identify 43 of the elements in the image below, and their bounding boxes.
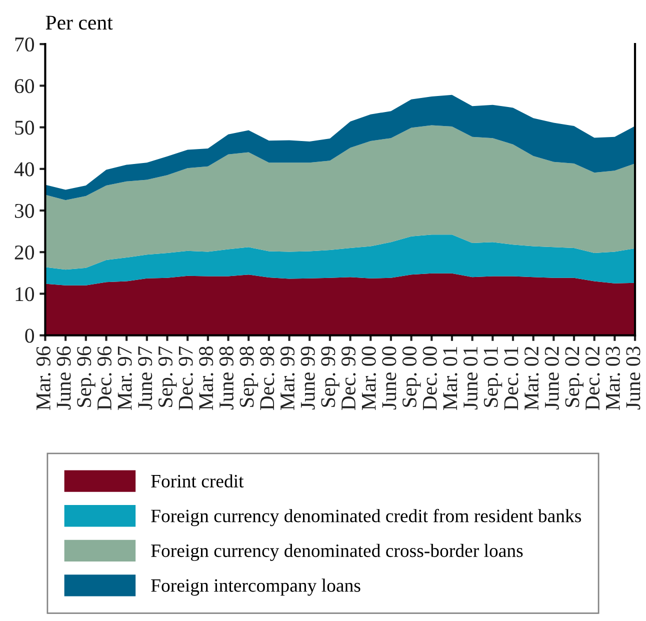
- legend-label: Foreign currency denominated cross-border loans: [151, 544, 523, 561]
- x-tick-label: Dec. 97: [178, 346, 193, 410]
- x-tick-label: Sep. 01: [484, 347, 502, 407]
- x-tick-label: Sep. 98: [240, 346, 258, 407]
- y-tick-label: 70: [15, 37, 34, 52]
- y-tick-label: 40: [14, 162, 34, 176]
- x-tick-label: June 02: [544, 346, 559, 410]
- x-tick-label: June 96: [56, 346, 71, 410]
- x-tick-label: Dec. 02: [586, 346, 600, 410]
- x-tick-label: June 97: [138, 346, 152, 410]
- x-tick-label: June 00: [382, 346, 396, 410]
- x-tick-label: Dec. 01: [504, 347, 518, 410]
- x-tick-label: Sep. 96: [77, 346, 96, 407]
- legend-label: Foreign currency denominated credit from resident banks: [151, 508, 581, 526]
- x-tick-label: Sep. 97: [158, 346, 177, 407]
- x-tick-label: Sep. 00: [402, 346, 421, 407]
- x-tick-label: Sep. 99: [321, 346, 340, 407]
- x-tick-label: Mar. 99: [280, 346, 295, 410]
- x-tick-label: June 99: [300, 346, 315, 410]
- x-tick-label: June 98: [219, 346, 234, 410]
- x-tick-label: Mar. 00: [362, 346, 376, 410]
- x-tick-label: Mar. 03: [606, 346, 620, 410]
- x-tick-label: Sep. 02: [565, 346, 584, 407]
- legend-label: Foreign intercompany loans: [151, 578, 360, 596]
- x-tick-label: Mar. 01: [443, 347, 458, 410]
- legend-label: Forint credit: [151, 474, 244, 488]
- y-axis-title: Per cent: [46, 16, 113, 30]
- y-tick-label: 0: [25, 328, 34, 343]
- x-tick-label: June 03: [626, 346, 640, 410]
- x-tick-label: Mar. 97: [118, 346, 132, 410]
- x-tick-label: Dec. 99: [342, 346, 356, 410]
- x-tick-label: Dec. 98: [260, 346, 274, 410]
- y-tick-label: 20: [14, 246, 34, 260]
- y-tick-label: 10: [16, 287, 34, 302]
- x-tick-label: Dec. 00: [422, 346, 437, 410]
- x-tick-label: Dec. 96: [97, 346, 112, 410]
- x-tick-label: Mar. 02: [524, 346, 539, 410]
- x-tick-label: Mar. 96: [36, 346, 51, 410]
- y-tick-label: 60: [14, 79, 34, 94]
- x-tick-label: June 01: [463, 347, 478, 410]
- x-tick-label: Mar. 98: [199, 346, 214, 410]
- y-tick-label: 30: [14, 204, 34, 218]
- y-tick-label: 50: [15, 120, 34, 135]
